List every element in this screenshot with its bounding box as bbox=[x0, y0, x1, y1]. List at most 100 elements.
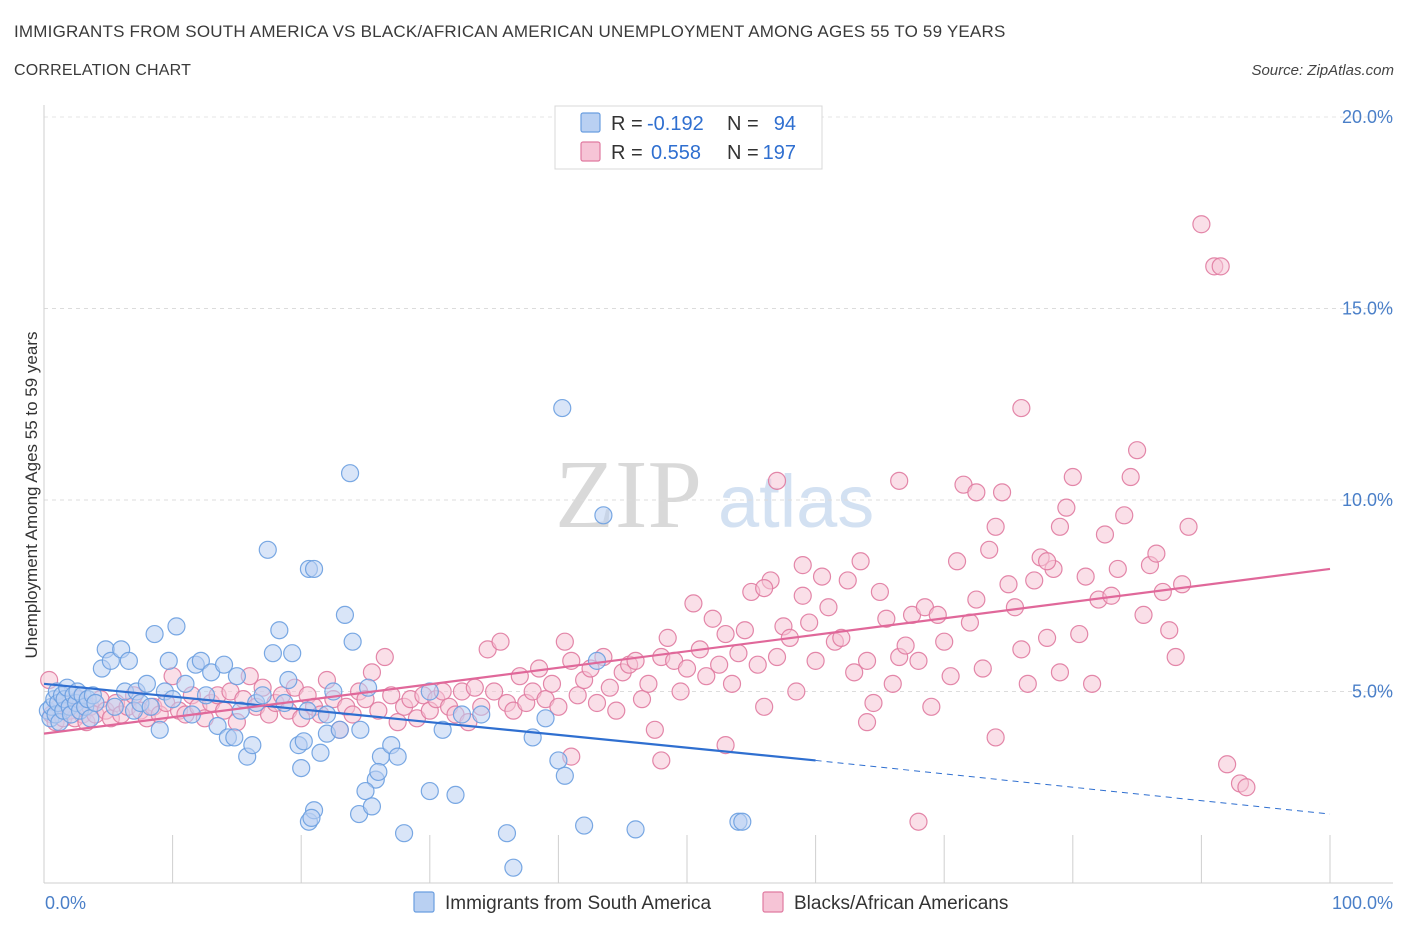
point-0-101 bbox=[536, 709, 555, 728]
point-0-67 bbox=[304, 559, 324, 579]
point-1-75 bbox=[485, 682, 504, 701]
point-1-93 bbox=[600, 678, 619, 697]
point-0-72 bbox=[335, 605, 355, 625]
watermark-atlas: atlas bbox=[718, 460, 874, 543]
y-tick-label-3: 20.0% bbox=[1342, 107, 1393, 127]
point-1-193 bbox=[767, 471, 787, 490]
point-1-99 bbox=[639, 674, 658, 693]
point-1-174 bbox=[1121, 467, 1140, 487]
point-0-93 bbox=[433, 720, 452, 739]
point-0-90 bbox=[369, 762, 388, 782]
point-1-180 bbox=[1160, 621, 1179, 640]
point-0-86 bbox=[340, 464, 360, 483]
legend-r-value-1: -0.192 bbox=[647, 113, 704, 135]
legend-n-label-1: N = bbox=[727, 113, 759, 135]
point-1-100 bbox=[645, 720, 664, 739]
point-1-109 bbox=[703, 609, 722, 628]
point-1-178 bbox=[1147, 544, 1166, 563]
point-1-104 bbox=[671, 682, 690, 701]
point-1-114 bbox=[735, 621, 754, 640]
point-1-147 bbox=[947, 552, 967, 571]
point-0-74 bbox=[351, 720, 370, 739]
point-0-26 bbox=[101, 651, 120, 670]
point-1-161 bbox=[1037, 628, 1057, 647]
point-1-117 bbox=[755, 697, 774, 716]
point-1-200 bbox=[793, 556, 812, 575]
point-1-173 bbox=[1115, 506, 1134, 525]
point-1-130 bbox=[838, 571, 857, 590]
legend-swatch-blue bbox=[580, 112, 601, 133]
point-1-159 bbox=[1025, 571, 1044, 590]
point-1-146 bbox=[941, 667, 960, 686]
point-1-116 bbox=[748, 655, 767, 674]
point-1-158 bbox=[1018, 674, 1037, 693]
point-1-84 bbox=[542, 674, 562, 693]
point-1-139 bbox=[896, 636, 915, 655]
point-1-125 bbox=[806, 651, 825, 670]
point-0-71 bbox=[330, 720, 349, 739]
point-0-42 bbox=[176, 674, 195, 693]
point-0-104 bbox=[555, 766, 574, 785]
point-1-86 bbox=[555, 632, 574, 651]
point-1-129 bbox=[832, 628, 851, 647]
point-0-34 bbox=[137, 674, 156, 693]
point-1-143 bbox=[922, 697, 941, 716]
x-tick-label-0: 0.0% bbox=[45, 893, 86, 913]
point-0-106 bbox=[420, 682, 439, 701]
legend-r-label-2: R = bbox=[611, 142, 643, 164]
point-1-167 bbox=[1076, 567, 1095, 586]
bottom-legend-label-1: Immigrants from South America bbox=[445, 893, 712, 914]
chart-subtitle: CORRELATION CHART bbox=[14, 62, 192, 79]
point-1-110 bbox=[710, 655, 729, 674]
point-0-65 bbox=[294, 732, 313, 751]
point-1-124 bbox=[800, 613, 819, 632]
point-1-183 bbox=[1179, 517, 1198, 536]
legend-swatch-pink bbox=[580, 141, 601, 162]
point-1-112 bbox=[722, 674, 742, 693]
y-axis-label: Unemployment Among Ages 55 to 59 years bbox=[22, 332, 41, 659]
point-0-57 bbox=[253, 686, 272, 705]
axes bbox=[43, 105, 1393, 884]
gridlines bbox=[44, 116, 1393, 692]
trend-line-0 bbox=[43, 682, 816, 762]
point-0-53 bbox=[231, 701, 250, 720]
bottom-legend-label-2: Blacks/African Americans bbox=[794, 893, 1008, 914]
point-0-110 bbox=[733, 812, 752, 831]
point-0-27 bbox=[105, 697, 124, 716]
point-1-113 bbox=[729, 644, 748, 663]
point-0-108 bbox=[553, 398, 572, 418]
point-0-95 bbox=[452, 705, 472, 724]
point-0-63 bbox=[283, 644, 302, 663]
source-credit: Source: ZipAtlas.com bbox=[1251, 62, 1394, 79]
point-1-151 bbox=[973, 659, 992, 678]
point-1-170 bbox=[1095, 525, 1115, 544]
point-0-48 bbox=[208, 716, 227, 736]
point-0-40 bbox=[163, 690, 182, 709]
point-1-175 bbox=[1127, 441, 1147, 460]
point-1-106 bbox=[684, 594, 703, 613]
point-0-60 bbox=[270, 621, 289, 640]
point-0-49 bbox=[214, 655, 234, 674]
point-1-141 bbox=[909, 651, 928, 670]
watermark-zip: ZIP bbox=[555, 441, 702, 549]
point-1-157 bbox=[1012, 640, 1031, 659]
point-1-127 bbox=[819, 598, 838, 617]
bottom-legend-swatch-pink bbox=[762, 891, 784, 913]
trend-lines bbox=[43, 567, 1331, 815]
point-1-132 bbox=[851, 552, 870, 571]
point-0-97 bbox=[497, 824, 517, 843]
point-1-94 bbox=[607, 701, 626, 720]
series-0 bbox=[38, 398, 752, 877]
point-0-98 bbox=[504, 858, 523, 877]
point-0-87 bbox=[302, 808, 321, 827]
point-1-196 bbox=[967, 483, 986, 502]
point-0-91 bbox=[394, 824, 414, 843]
x-tick-label-1: 100.0% bbox=[1332, 893, 1393, 913]
point-1-97 bbox=[626, 651, 645, 670]
point-1-91 bbox=[587, 693, 607, 713]
point-1-201 bbox=[857, 713, 877, 732]
point-1-203 bbox=[652, 751, 671, 770]
point-0-73 bbox=[343, 632, 362, 651]
point-0-102 bbox=[575, 816, 594, 835]
point-1-176 bbox=[1134, 605, 1153, 625]
